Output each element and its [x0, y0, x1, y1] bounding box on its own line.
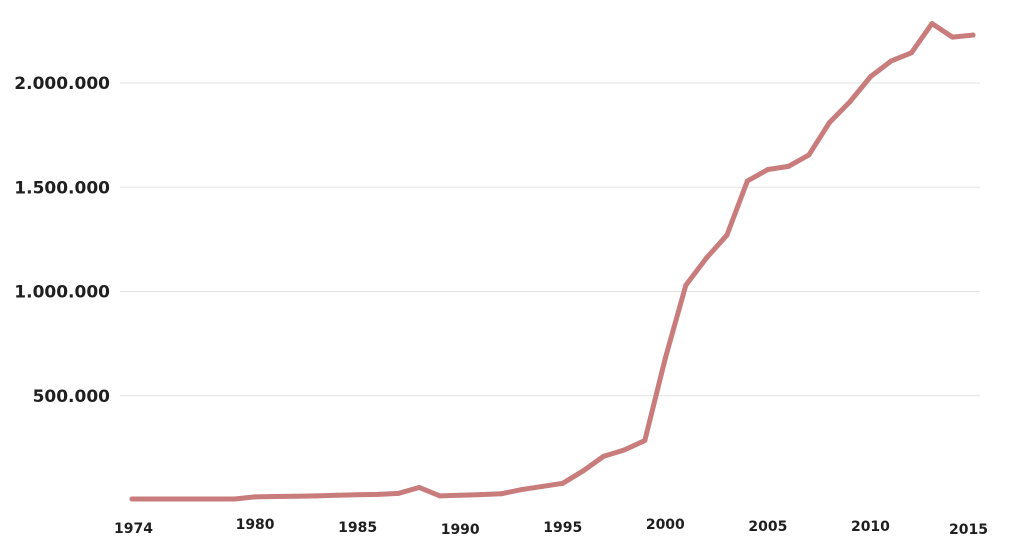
data-point-1980	[252, 494, 258, 500]
y-tick-label: 2.000.000	[14, 74, 110, 94]
data-point-1982	[293, 493, 299, 499]
x-tick-label: 1974	[114, 521, 153, 537]
data-point-1991	[478, 492, 484, 498]
data-point-1978	[211, 496, 217, 502]
data-point-2001	[683, 282, 689, 288]
data-point-1987	[396, 490, 402, 496]
data-point-1979	[232, 496, 238, 502]
data-point-1977	[191, 496, 197, 502]
data-point-2005	[765, 167, 771, 173]
data-point-1992	[498, 491, 504, 497]
data-point-1998	[621, 447, 627, 453]
data-point-2007	[806, 152, 812, 158]
x-tick-label: 1985	[338, 520, 377, 536]
data-point-1986	[375, 491, 381, 497]
data-point-1988	[416, 484, 422, 490]
y-tick-label: 1.000.000	[14, 283, 110, 303]
data-point-2014	[949, 34, 955, 40]
x-tick-label: 1990	[441, 522, 480, 538]
x-tick-label: 1980	[236, 517, 275, 533]
series-layer	[129, 21, 976, 502]
data-point-1981	[273, 493, 279, 499]
data-point-2013	[929, 21, 935, 27]
x-tick-label: 2010	[851, 519, 890, 535]
series-line	[129, 21, 976, 502]
x-axis-labels: 1974 1980 1985 1990 1995 2000 2005 2010 2015	[114, 517, 988, 538]
data-point-1996	[580, 468, 586, 474]
data-point-2008	[826, 120, 832, 126]
data-point-1975	[150, 496, 156, 502]
data-point-2003	[724, 232, 730, 238]
y-tick-label: 1.500.000	[14, 178, 110, 198]
y-axis-labels: 500.000 1.000.000 1.500.000 2.000.000	[14, 74, 110, 407]
data-point-2015	[970, 32, 976, 38]
data-point-2004	[744, 178, 750, 184]
data-point-1985	[355, 492, 361, 498]
data-point-1974	[129, 496, 135, 502]
data-point-1983	[314, 493, 320, 499]
data-point-2002	[703, 255, 709, 261]
x-tick-label: 1995	[543, 520, 582, 536]
grid-lines	[120, 82, 980, 397]
data-point-2000	[662, 355, 668, 361]
data-point-1995	[560, 480, 566, 486]
data-point-1997	[601, 453, 607, 459]
data-point-1993	[519, 487, 525, 493]
data-point-2006	[785, 163, 791, 169]
data-point-2011	[888, 58, 894, 64]
data-point-2009	[847, 99, 853, 105]
y-tick-label: 500.000	[33, 387, 111, 407]
data-point-1994	[539, 483, 545, 489]
data-point-1990	[457, 492, 463, 498]
data-point-1999	[642, 438, 648, 444]
data-point-2010	[867, 74, 873, 80]
x-tick-label: 2005	[748, 519, 787, 535]
data-point-1984	[334, 492, 340, 498]
x-tick-label: 2000	[646, 517, 685, 533]
x-tick-label: 2015	[949, 522, 988, 538]
data-point-1989	[437, 493, 443, 499]
data-point-1976	[170, 496, 176, 502]
data-point-2012	[908, 50, 914, 56]
